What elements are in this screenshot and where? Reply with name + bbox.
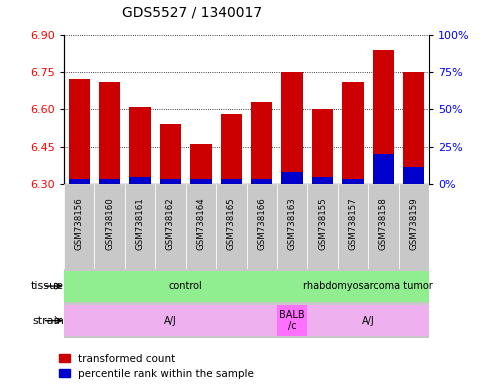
Text: GSM738159: GSM738159 [409,197,418,250]
Bar [251,179,272,184]
Bar [221,179,242,184]
Bar [282,72,303,184]
Bar [64,305,277,336]
Text: GSM738158: GSM738158 [379,197,388,250]
Text: GSM738162: GSM738162 [166,197,175,250]
Bar [186,184,216,269]
Text: rhabdomyosarcoma tumor: rhabdomyosarcoma tumor [303,281,433,291]
Bar [125,184,155,269]
Bar [155,184,186,269]
Text: A/J: A/J [164,316,177,326]
Bar [373,50,394,184]
Bar [160,179,181,184]
Text: strain: strain [32,316,64,326]
Bar [190,179,211,184]
Text: BALB
/c: BALB /c [280,310,305,331]
Bar [246,184,277,269]
Text: GSM738155: GSM738155 [318,197,327,250]
Bar [69,179,90,184]
Bar [216,184,246,269]
Text: tissue: tissue [31,281,64,291]
Text: GSM738165: GSM738165 [227,197,236,250]
Bar [99,179,120,184]
Bar [95,184,125,269]
Bar [130,177,151,184]
Bar [398,184,429,269]
Text: GSM738160: GSM738160 [105,197,114,250]
Bar [312,177,333,184]
Text: GSM738161: GSM738161 [136,197,144,250]
Bar [307,271,429,302]
Bar [368,184,398,269]
Text: GDS5527 / 1340017: GDS5527 / 1340017 [122,5,262,19]
Bar [99,82,120,184]
Bar [64,184,95,269]
Bar [282,172,303,184]
Bar [403,167,424,184]
Bar [69,79,90,184]
Bar [160,124,181,184]
Bar [64,271,307,302]
Bar [403,72,424,184]
Text: control: control [169,281,203,291]
Text: GSM738156: GSM738156 [75,197,84,250]
Bar [130,107,151,184]
Text: GSM738163: GSM738163 [287,197,297,250]
Text: A/J: A/J [362,316,375,326]
Bar [342,82,363,184]
Bar [221,114,242,184]
Text: GSM738166: GSM738166 [257,197,266,250]
Bar [342,179,363,184]
Bar [190,144,211,184]
Bar [312,109,333,184]
Bar [338,184,368,269]
Text: GSM738164: GSM738164 [196,197,206,250]
Bar [277,184,307,269]
Bar [251,102,272,184]
Legend: transformed count, percentile rank within the sample: transformed count, percentile rank withi… [60,354,254,379]
Text: GSM738157: GSM738157 [349,197,357,250]
Bar [307,184,338,269]
Bar [373,154,394,184]
Bar [307,305,429,336]
Bar [277,305,307,336]
